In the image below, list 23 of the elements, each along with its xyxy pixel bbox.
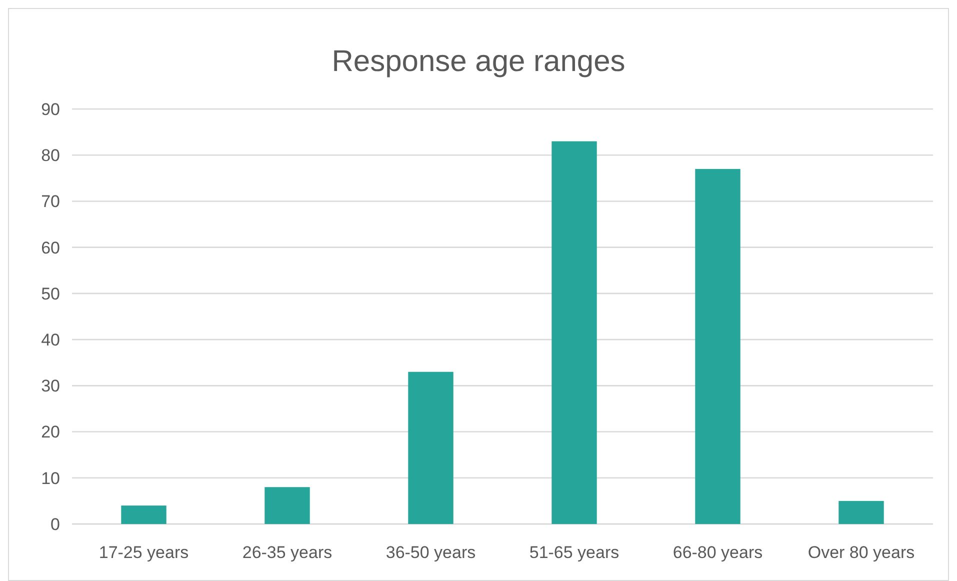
y-tick-label: 80	[41, 146, 60, 166]
x-tick-label: 66-80 years	[672, 543, 763, 562]
x-tick-label: Over 80 years	[808, 543, 915, 562]
y-tick-label: 10	[41, 468, 60, 488]
bar	[121, 506, 166, 524]
y-tick-label: 30	[41, 376, 60, 396]
chart-title: Response age ranges	[332, 45, 626, 78]
bar	[695, 168, 740, 524]
x-tick-label: 17-25 years	[98, 543, 189, 562]
y-tick-label: 20	[41, 422, 60, 442]
y-tick-label: 60	[41, 238, 60, 258]
x-tick-label: 51-65 years	[529, 543, 620, 562]
x-tick-label: 36-50 years	[386, 543, 476, 562]
bar	[838, 500, 884, 524]
y-tick-label: 40	[41, 330, 60, 350]
y-tick-label: 0	[50, 514, 60, 534]
bar	[552, 141, 597, 524]
bar	[264, 487, 310, 524]
x-tick-label: 26-35 years	[242, 543, 332, 562]
bar	[408, 372, 454, 524]
y-tick-label: 50	[41, 284, 60, 304]
y-tick-label: 70	[41, 192, 60, 212]
y-tick-label: 90	[41, 100, 60, 119]
